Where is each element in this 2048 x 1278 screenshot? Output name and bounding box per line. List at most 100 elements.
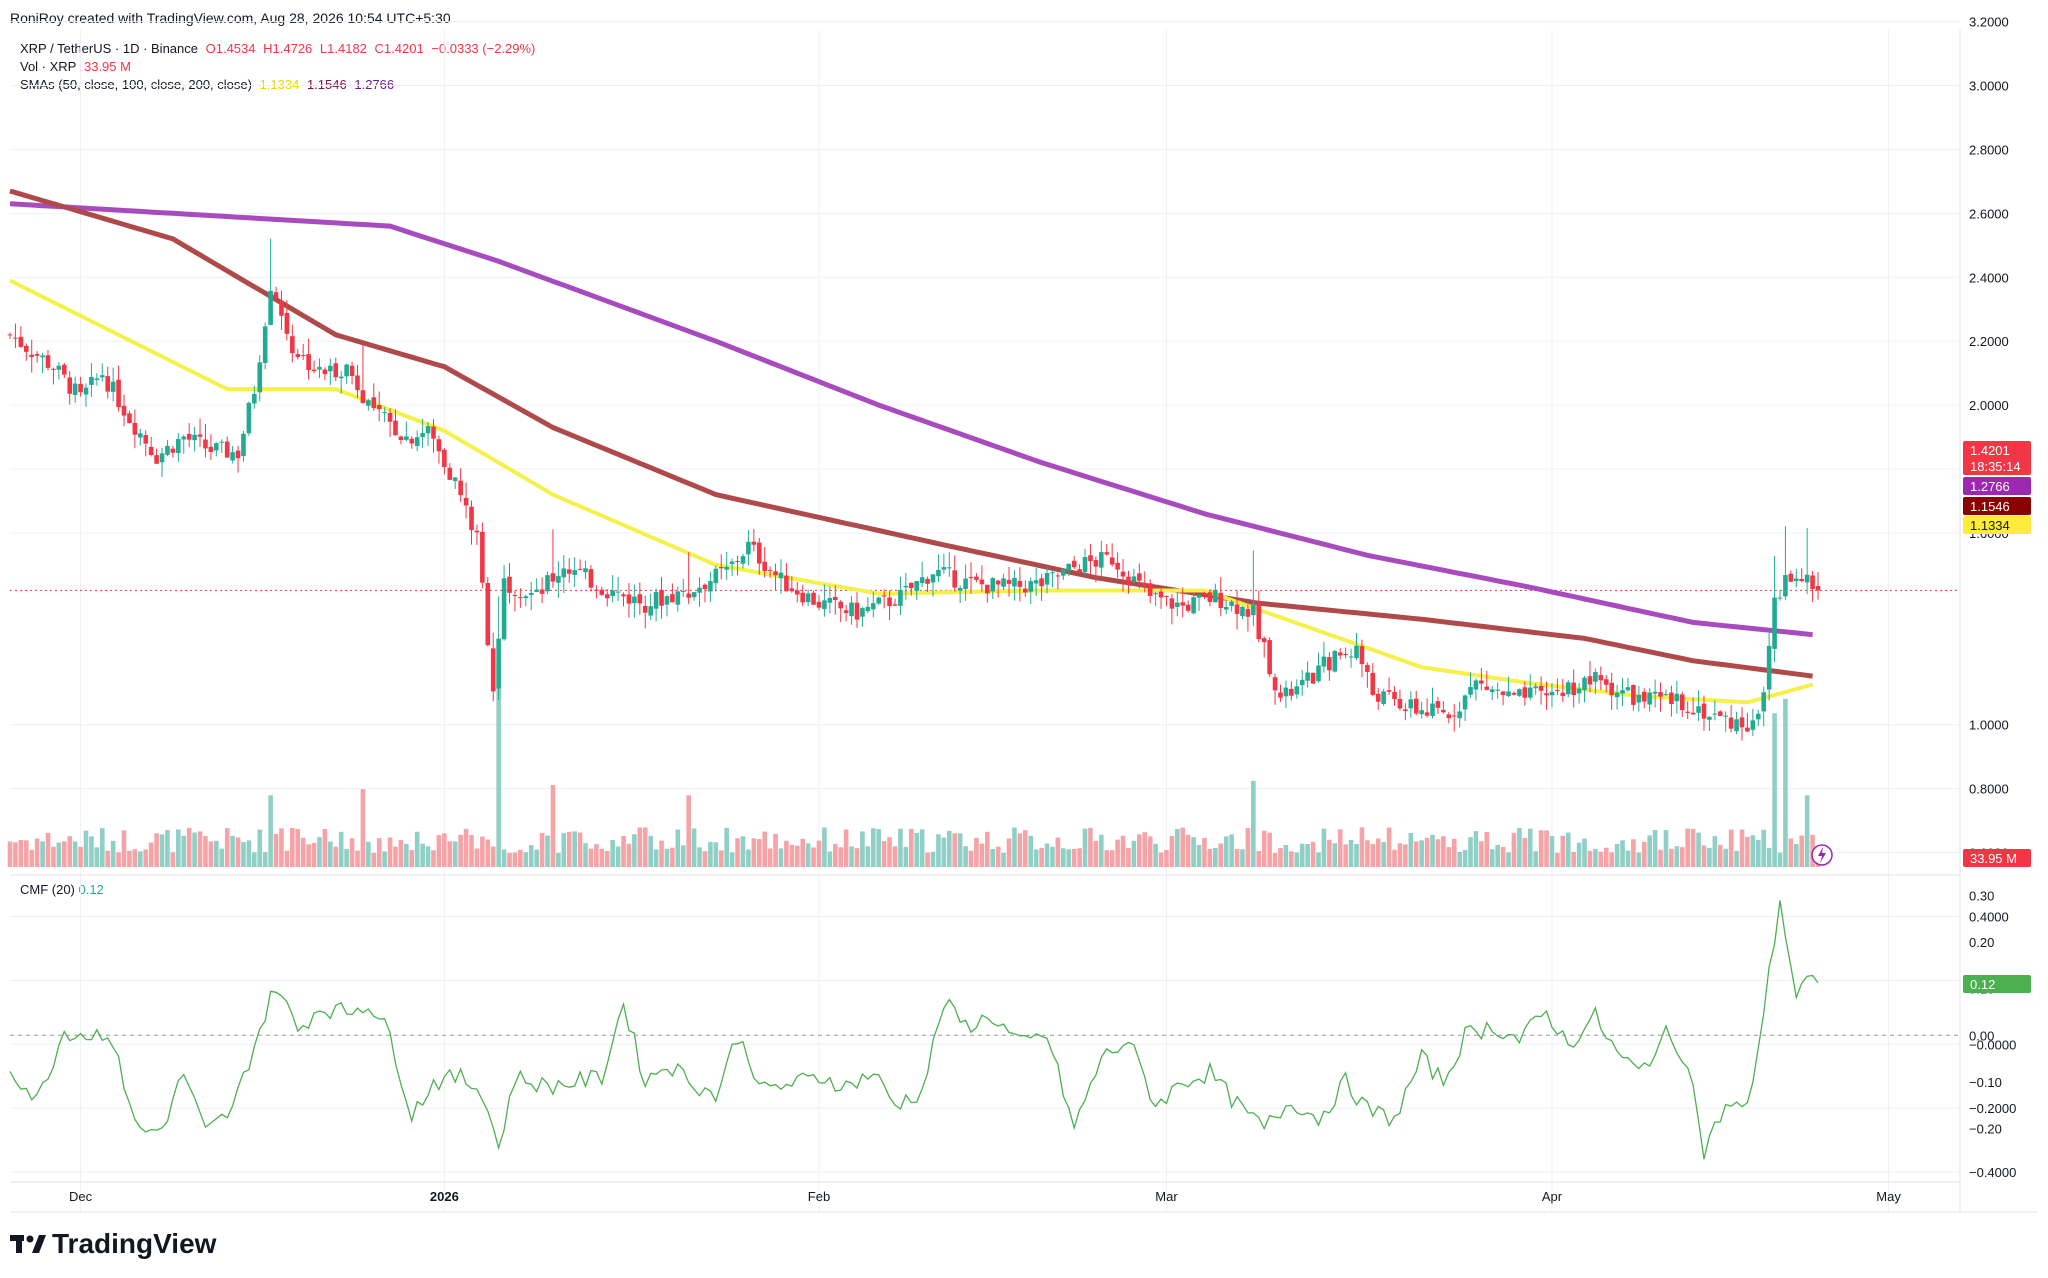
candle-body [528,592,534,595]
volume-bar [1462,849,1468,867]
candle-body [729,561,735,565]
candle-body [290,336,295,354]
volume-bar [1723,848,1728,867]
volume-bar [409,850,415,867]
last-price-badge-text: 1.4201 [1970,443,2010,458]
volume-bar [1473,831,1479,867]
volume-bar [1549,836,1555,867]
candle-body [1435,701,1441,708]
candle-body [1240,606,1245,616]
candle-body [485,582,491,646]
volume-bar [116,852,121,867]
candle-body [1251,603,1256,616]
open-value: O1.4534 [205,41,256,56]
volume-bar [1522,837,1528,867]
cmf-line [9,900,1819,1160]
candle-body [539,589,545,594]
candle-body [1658,692,1663,697]
volume-bar [1506,852,1511,867]
volume-bar [328,841,333,867]
volume-bar [1180,827,1186,867]
candle-body [794,590,800,595]
lightning-bolt-icon[interactable] [1811,844,1833,866]
volume-bar [1147,836,1153,867]
candle-body [1055,575,1061,577]
symbol-name[interactable]: XRP / TetherUS · 1D · Binance [20,41,198,56]
volume-bar [957,833,963,867]
volume-bar [811,847,816,867]
price-axis-label: 2.4000 [1969,270,2009,285]
candle-body [1261,638,1267,643]
sma50-badge [1963,516,2031,534]
volume-bar [1663,830,1669,867]
sma-label[interactable]: SMAs (50, close, 100, close, 200, close) [20,77,252,92]
candle-body [1153,593,1158,595]
candle-body [1430,703,1435,716]
sma100-badge-text: 1.1546 [1970,499,2010,514]
candle-body [556,576,561,583]
volume-bar [1783,698,1788,867]
last-price-badge [1963,441,2031,475]
candle-body [1196,594,1202,598]
volume-bar [496,662,501,867]
volume-bar [425,846,431,867]
candle-body [1517,689,1522,696]
candle-body [257,362,263,393]
volume-label[interactable]: Vol · XRP [20,59,77,74]
candle-body [176,438,181,454]
volume-bar [1278,848,1283,867]
candle-body [246,402,252,434]
volume-bar [534,849,539,867]
volume-bar [1424,837,1430,867]
volume-bar [870,828,876,867]
volume-bar [306,844,311,867]
candle-body [615,591,621,593]
volume-bar [197,831,203,867]
cmf-label[interactable]: CMF (20) [20,882,75,897]
volume-bar [556,852,561,867]
candle-body [767,570,773,572]
volume-bar [1717,844,1723,867]
volume-bar [1245,828,1251,867]
candle-body [480,531,485,583]
volume-bar [1137,834,1142,867]
candle-body [1191,597,1196,614]
candle-body [382,412,387,414]
candle-body [642,605,648,613]
candle-body [860,608,865,617]
candle-body [653,592,659,609]
candle-body [1451,715,1457,717]
candle-body [740,556,746,564]
logo-text: TradingView [52,1228,217,1259]
candle-body [762,561,767,571]
candle-body [708,581,713,592]
tradingview-logo[interactable]: TradingView [10,1228,216,1260]
volume-bar [1191,837,1196,867]
volume-bar [805,843,811,867]
volume-bar [1679,847,1685,867]
volume-bar [784,840,789,867]
volume-bar [626,843,632,867]
candle-body [1294,686,1300,695]
candle-body [1810,575,1815,589]
time-axis-label: Dec [69,1189,93,1204]
candle-body [1506,691,1511,697]
candle-body [1218,592,1224,609]
volume-bar [854,848,860,867]
candle-body [1549,691,1555,696]
candle-body [1115,562,1120,570]
candle-body [805,593,811,603]
volume-bar [1158,852,1164,867]
price-axis-label: 1.0000 [1969,718,2009,733]
volume-bar [876,829,882,867]
volume-bar [1012,827,1017,867]
price-axis-label: −0.0000 [1969,1037,2016,1052]
candle-body [409,438,415,444]
candle-body [1305,672,1310,681]
candle-body [849,602,854,617]
sma50-line [9,278,1814,705]
volume-bar [816,840,822,867]
candle-body [1631,684,1636,705]
sma200-line [9,201,1813,638]
